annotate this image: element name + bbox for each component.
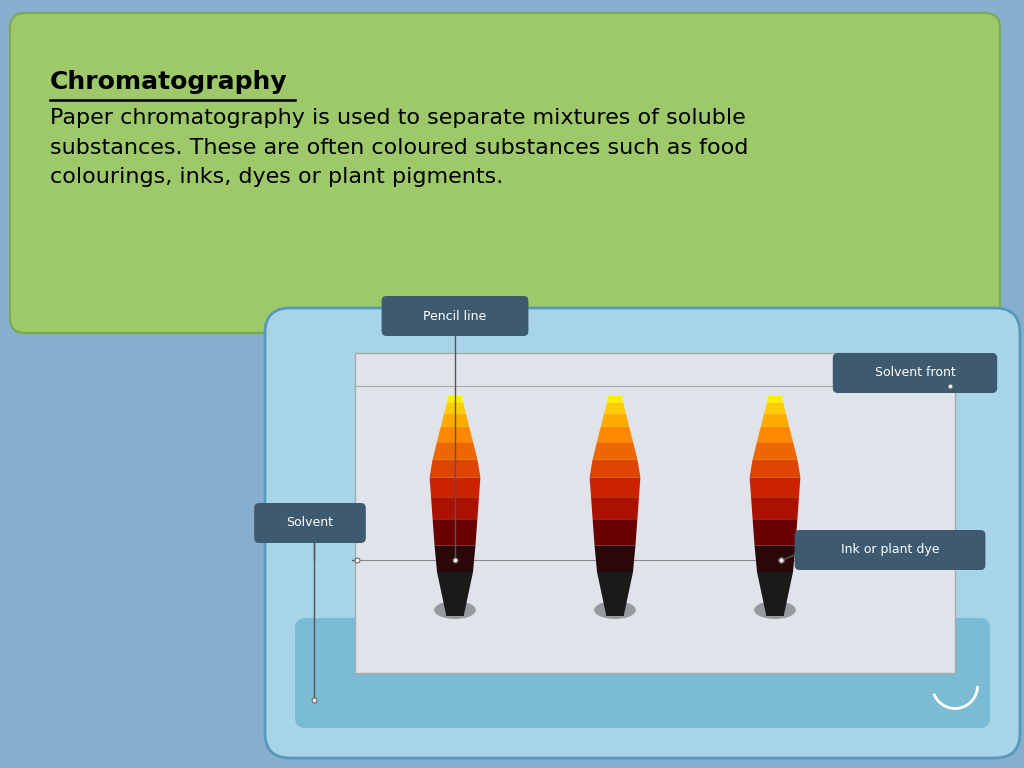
FancyBboxPatch shape (382, 296, 528, 336)
Polygon shape (757, 572, 793, 616)
Polygon shape (601, 414, 629, 427)
FancyBboxPatch shape (265, 308, 1020, 758)
Text: Chromatography: Chromatography (50, 70, 288, 94)
Polygon shape (434, 545, 475, 572)
Text: Pencil line: Pencil line (423, 310, 486, 323)
Polygon shape (753, 519, 798, 545)
Polygon shape (593, 519, 637, 545)
Polygon shape (433, 519, 477, 545)
FancyBboxPatch shape (795, 530, 985, 570)
Polygon shape (444, 402, 466, 414)
Polygon shape (590, 460, 640, 478)
Polygon shape (593, 442, 638, 460)
Polygon shape (440, 414, 469, 427)
FancyBboxPatch shape (833, 353, 997, 393)
Text: Solvent: Solvent (287, 517, 334, 529)
FancyBboxPatch shape (254, 503, 366, 543)
Polygon shape (757, 427, 794, 442)
Polygon shape (767, 396, 783, 402)
Polygon shape (437, 427, 473, 442)
FancyBboxPatch shape (295, 618, 990, 728)
Polygon shape (446, 396, 463, 402)
Polygon shape (591, 497, 639, 519)
Polygon shape (607, 396, 624, 402)
Polygon shape (432, 442, 477, 460)
Ellipse shape (594, 601, 636, 619)
Polygon shape (761, 414, 790, 427)
Polygon shape (750, 460, 801, 478)
Polygon shape (604, 402, 626, 414)
Polygon shape (590, 478, 640, 497)
Polygon shape (750, 478, 801, 497)
Polygon shape (753, 442, 798, 460)
FancyBboxPatch shape (355, 353, 955, 673)
Polygon shape (437, 572, 473, 616)
Polygon shape (430, 460, 480, 478)
Polygon shape (595, 545, 636, 572)
Polygon shape (751, 497, 799, 519)
Polygon shape (431, 497, 479, 519)
Polygon shape (755, 545, 796, 572)
Polygon shape (764, 402, 786, 414)
Text: Paper chromatography is used to separate mixtures of soluble
substances. These a: Paper chromatography is used to separate… (50, 108, 749, 187)
Ellipse shape (434, 601, 476, 619)
Polygon shape (597, 427, 633, 442)
FancyBboxPatch shape (10, 13, 1000, 333)
Polygon shape (430, 478, 480, 497)
Text: Ink or plant dye: Ink or plant dye (841, 544, 939, 557)
Ellipse shape (754, 601, 796, 619)
Text: Solvent front: Solvent front (874, 366, 955, 379)
Polygon shape (597, 572, 633, 616)
